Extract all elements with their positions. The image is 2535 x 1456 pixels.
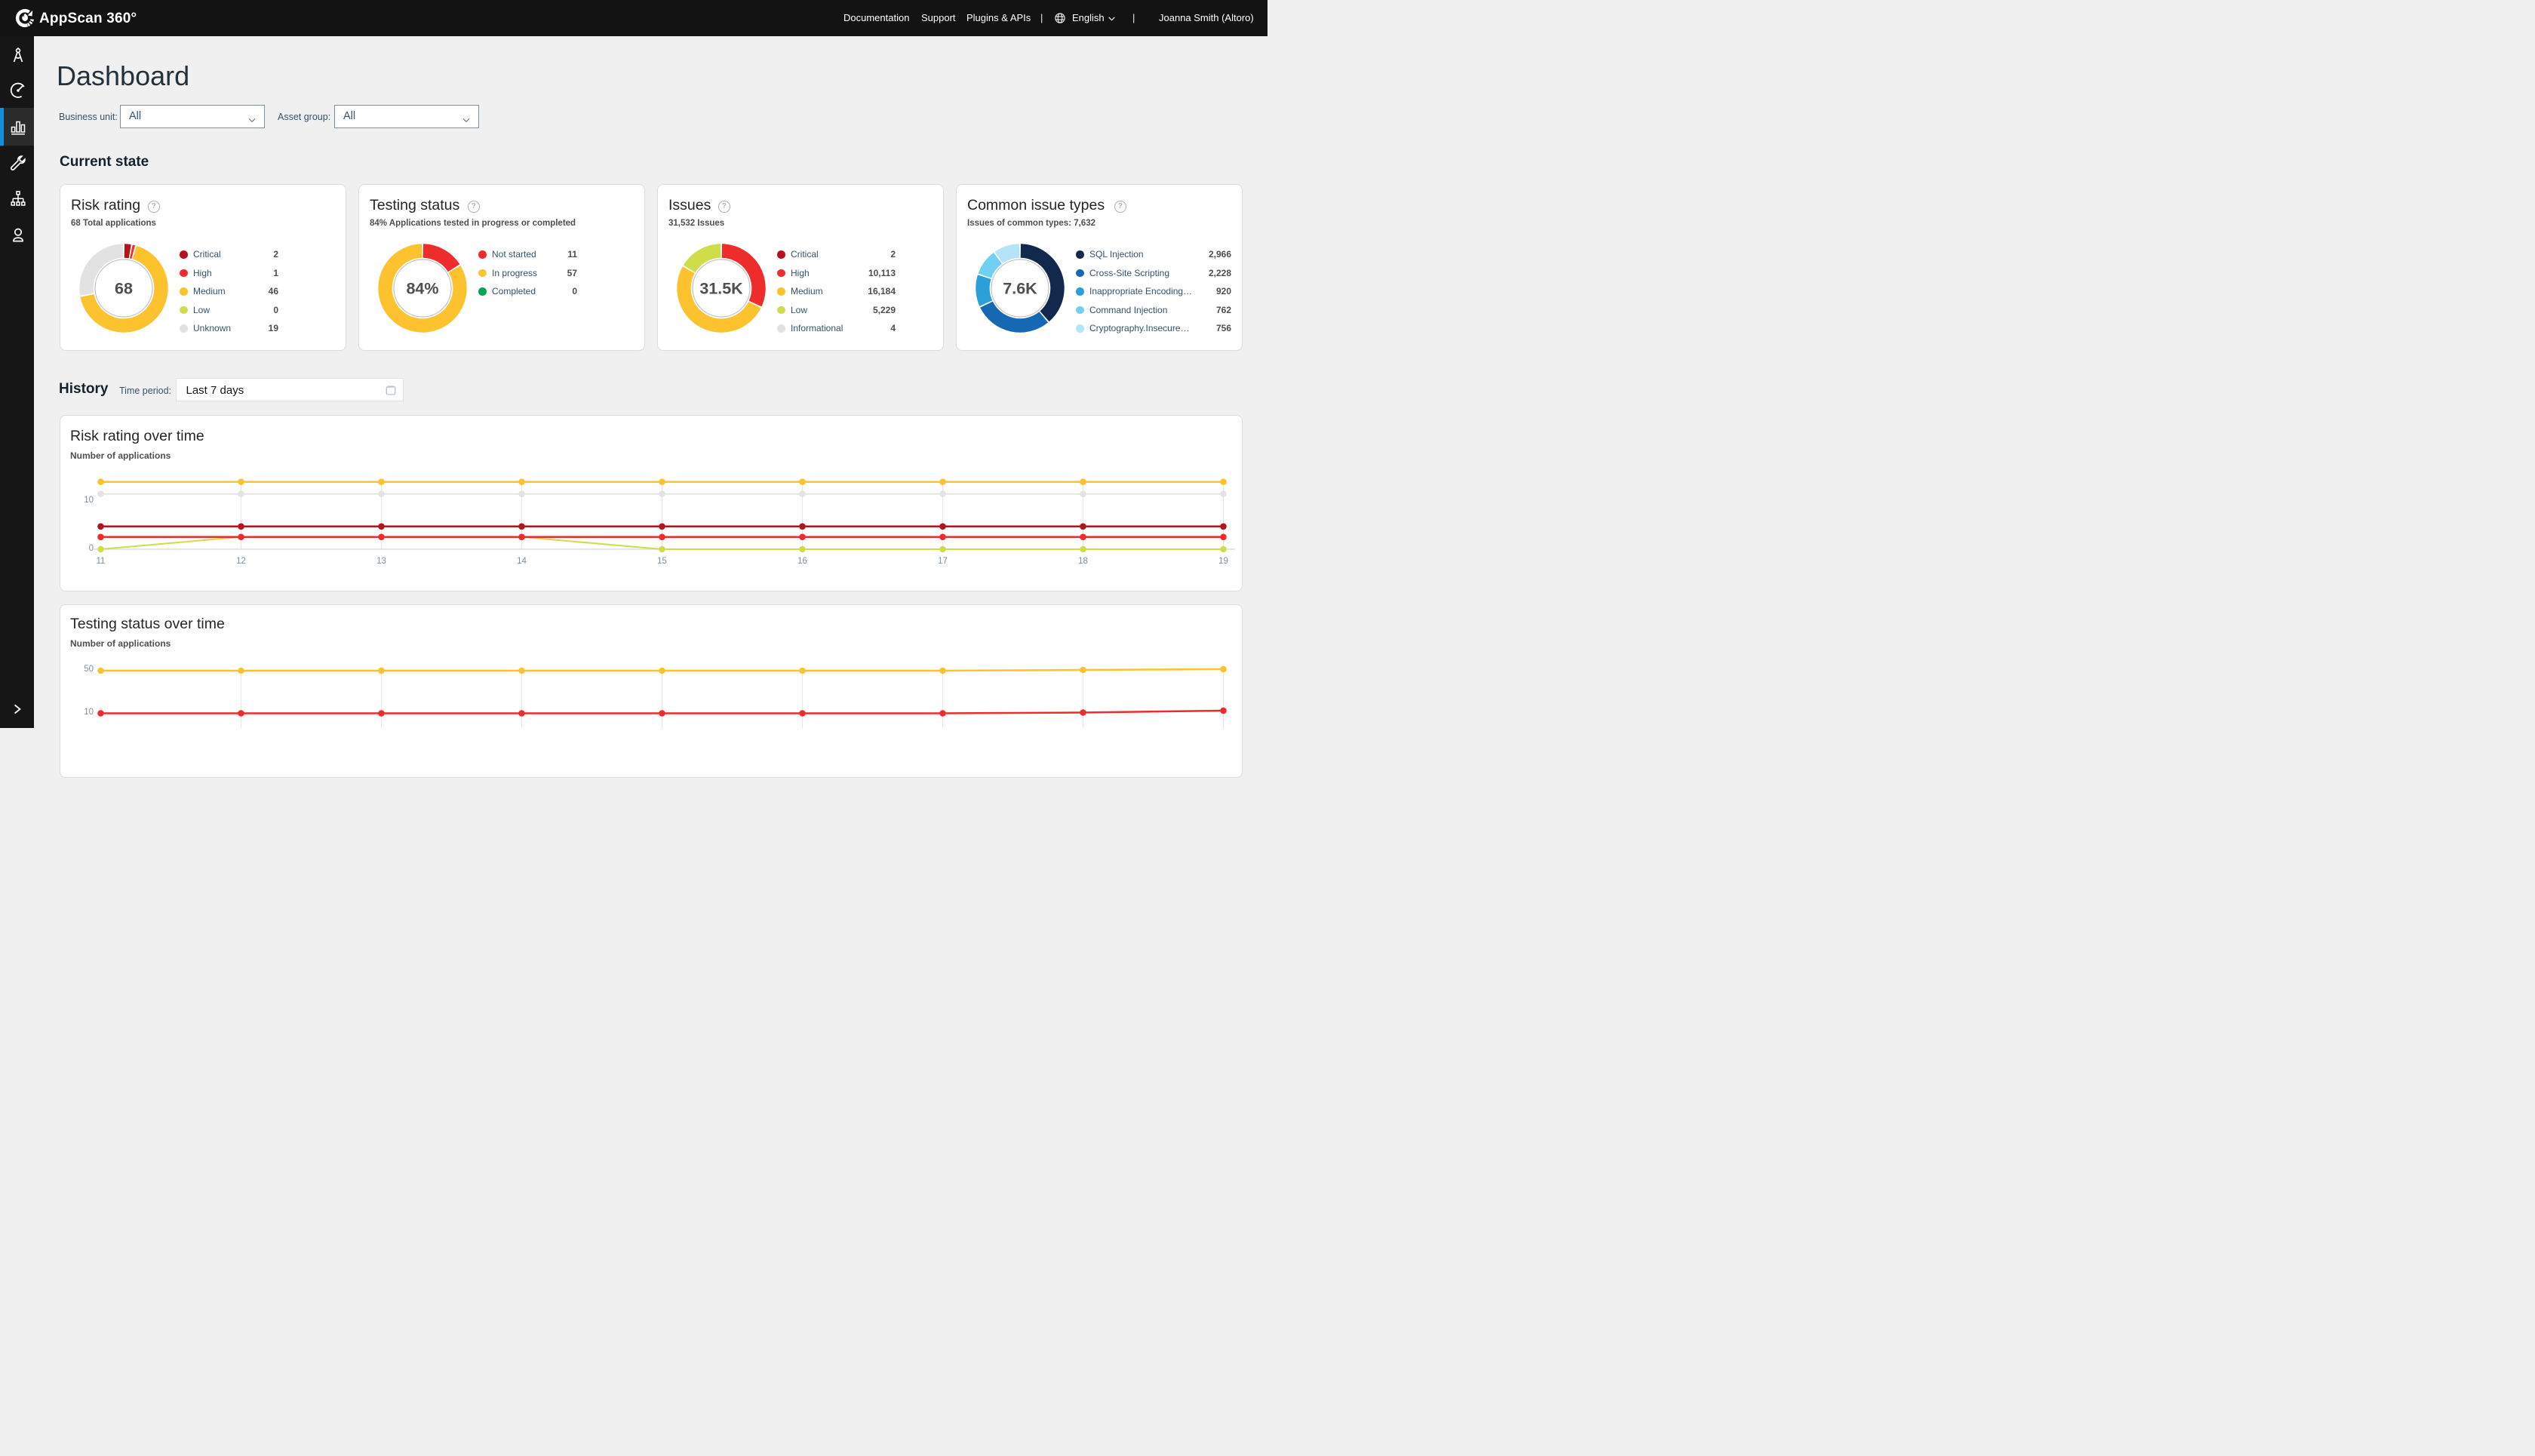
svg-text:7.6K: 7.6K bbox=[1003, 279, 1037, 297]
svg-text:68: 68 bbox=[115, 279, 133, 297]
svg-text:84%: 84% bbox=[406, 279, 438, 297]
svg-text:31.5K: 31.5K bbox=[699, 279, 743, 297]
